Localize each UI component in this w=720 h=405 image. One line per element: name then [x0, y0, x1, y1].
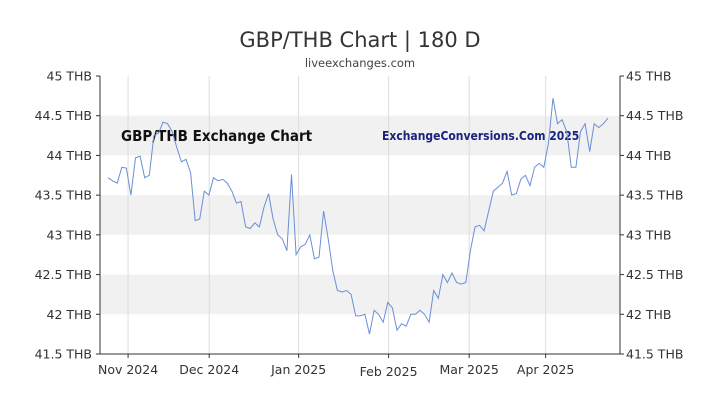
chart-subtitle: liveexchanges.com [305, 56, 415, 70]
y-axis-right-ticks: 41.5 THB 42 THB 42.5 THB 43 THB 43.5 THB 44 T… [620, 69, 683, 362]
x-axis-ticks: Nov 2024 Dec 2024 Jan 2025 Feb 2025 Mar 2025… [98, 354, 574, 379]
y-tick-label-left: 44 THB [47, 148, 93, 163]
x-tick-label: Dec 2024 [179, 362, 239, 377]
chart-watermark: ExchangeConversions.Com 2025 [382, 129, 579, 143]
y-tick-label-left: 42.5 THB [35, 267, 92, 282]
grid-band [100, 274, 620, 315]
grid-band [100, 195, 620, 235]
grid-band [100, 115, 620, 156]
y-tick-label-right: 44.5 THB [626, 108, 683, 123]
y-tick-label-right: 43 THB [626, 227, 672, 242]
chart-overlay-title: GBP/THB Exchange Chart [121, 127, 313, 145]
y-tick-label-left: 41.5 THB [35, 347, 92, 362]
y-tick-label-right: 42.5 THB [626, 267, 683, 282]
x-tick-label: Nov 2024 [98, 362, 158, 377]
x-tick-label: Mar 2025 [440, 362, 499, 377]
y-tick-label-left: 42 THB [47, 307, 93, 322]
y-tick-label-left: 43 THB [47, 227, 93, 242]
grid-bands [100, 115, 620, 315]
y-tick-label-right: 44 THB [626, 148, 672, 163]
x-tick-label: Jan 2025 [270, 362, 326, 377]
y-tick-label-left: 44.5 THB [35, 108, 92, 123]
y-axis-left-ticks: 41.5 THB 42 THB 42.5 THB 43 THB 43.5 THB 44 T… [35, 69, 100, 362]
chart-title: GBP/THB Chart | 180 D [239, 28, 480, 53]
series-line [107, 98, 609, 335]
y-tick-label-left: 45 THB [47, 69, 93, 84]
y-tick-label-right: 41.5 THB [626, 347, 683, 362]
grid-vertical-lines [127, 76, 547, 354]
x-tick-label: Apr 2025 [517, 362, 574, 377]
y-tick-label-left: 43.5 THB [35, 188, 92, 203]
y-tick-label-right: 43.5 THB [626, 188, 683, 203]
y-tick-label-right: 45 THB [626, 69, 672, 84]
y-tick-label-right: 42 THB [626, 307, 672, 322]
x-tick-label: Feb 2025 [360, 364, 418, 379]
